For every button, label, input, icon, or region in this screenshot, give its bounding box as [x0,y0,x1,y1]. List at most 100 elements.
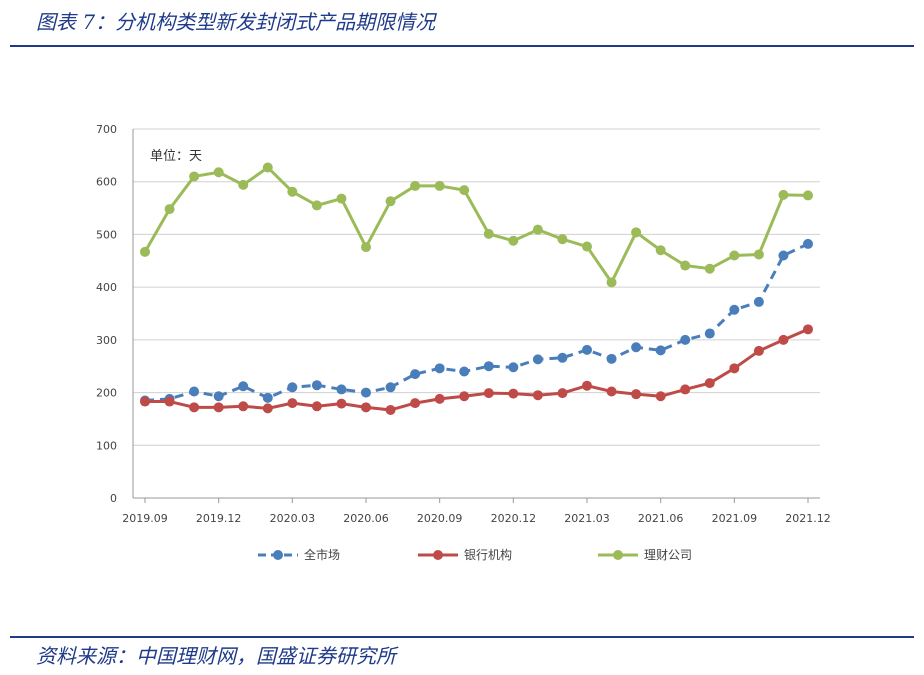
series-0-point [336,384,347,395]
series-2-point [361,242,371,253]
series-1-point [606,386,617,397]
figure-title: 图表 7：分机构类型新发封闭式产品期限情况 [36,10,436,34]
series-1-point [189,402,200,413]
series-1-point [655,391,666,402]
y-tick-label: 100 [96,439,117,452]
x-tick-label: 2021.03 [564,512,610,525]
series-1-point [483,388,494,399]
y-tick-label: 200 [96,387,117,400]
series-2-point [753,249,764,260]
series-1-point [459,391,470,402]
series-2-point [655,245,666,256]
series-1-point [361,402,371,413]
series-1-point [557,388,568,399]
x-tick-label: 2020.06 [343,512,389,525]
series-2-point [434,180,445,191]
series-2-point [680,260,691,271]
series-2-point [729,250,740,261]
series-1-point [631,389,642,400]
series-2-point [778,189,789,200]
series-2-point [557,234,568,245]
series-2-point [803,190,813,201]
series-0-point [361,387,371,398]
y-tick-label: 700 [96,123,117,136]
series-1-point [729,363,740,374]
series-2-point [189,171,200,182]
series-0-point [238,381,249,392]
series-1-point [311,401,322,412]
x-tick-label: 2020.03 [270,512,316,525]
series-1-point [434,393,445,404]
series-2-point [483,228,494,239]
series-1-point [336,398,347,409]
axes: 0 100 200 300 400 500 600 700 2019.09 2019.12 2020… [96,123,831,525]
series-lines [140,162,813,415]
series-1-point [213,402,224,413]
grid-lines [133,128,820,499]
series-0-point [459,366,470,377]
x-tick-label: 2021.06 [638,512,684,525]
series-0-point [385,382,396,393]
series-1-point [753,345,764,356]
series-0-point [532,354,543,365]
x-tick-label: 2019.09 [122,512,168,525]
series-1-point [238,401,249,412]
y-tick-label: 0 [110,492,117,505]
series-0-point [803,238,813,249]
series-2-point [385,196,396,207]
series-0-point [704,328,715,339]
y-tick-label: 400 [96,281,117,294]
x-tick-label: 2021.12 [785,512,831,525]
series-2-point [459,185,470,196]
legend-label-0: 全市场 [304,547,340,562]
series-2-point [532,224,543,235]
legend-marker-0 [273,550,283,560]
unit-label: 单位：天 [150,149,202,164]
series-0-point [680,334,691,345]
series-0-point [287,382,298,393]
series-0-point [582,344,592,355]
series-1-point [778,334,789,345]
series-0-point [434,363,445,374]
series-1-point [385,404,396,415]
series-0-point [655,345,666,356]
series-0-point [483,361,494,372]
series-2-point [238,179,249,190]
top-rule [10,45,914,47]
series-2-point [704,263,715,274]
series-2-point [140,246,150,257]
x-tick-label: 2020.09 [417,512,463,525]
series-1-point [262,403,273,414]
series-2-point [287,186,298,197]
series-1-point [164,396,175,407]
series-1-point [704,378,715,389]
series-0-point [729,304,740,315]
series-1-point [140,396,150,407]
series-1-point [680,384,691,395]
x-tick-label: 2020.12 [491,512,537,525]
series-0-point [213,391,224,402]
series-line-2 [143,165,809,284]
series-0-point [631,342,642,353]
series-line-0 [144,242,809,402]
series-1-point [287,398,298,409]
y-tick-label: 600 [96,176,117,189]
bottom-rule [10,636,914,638]
series-1-point [508,388,519,399]
x-tick-label: 2019.12 [196,512,242,525]
series-2-point [606,277,617,288]
series-0-point [606,353,617,364]
series-2-point [311,200,322,211]
y-tick-label: 500 [96,228,117,241]
series-0-point [778,250,789,261]
source-note: 资料来源：中国理财网，国盛证券研究所 [36,644,396,668]
series-line-1 [145,327,809,412]
y-tick-label: 300 [96,334,117,347]
series-2-point [582,241,592,252]
series-2-point [262,162,273,173]
series-0-point [189,386,200,397]
series-1-point [532,390,543,401]
legend-marker-1 [433,550,443,560]
legend-label-1: 银行机构 [464,547,512,562]
